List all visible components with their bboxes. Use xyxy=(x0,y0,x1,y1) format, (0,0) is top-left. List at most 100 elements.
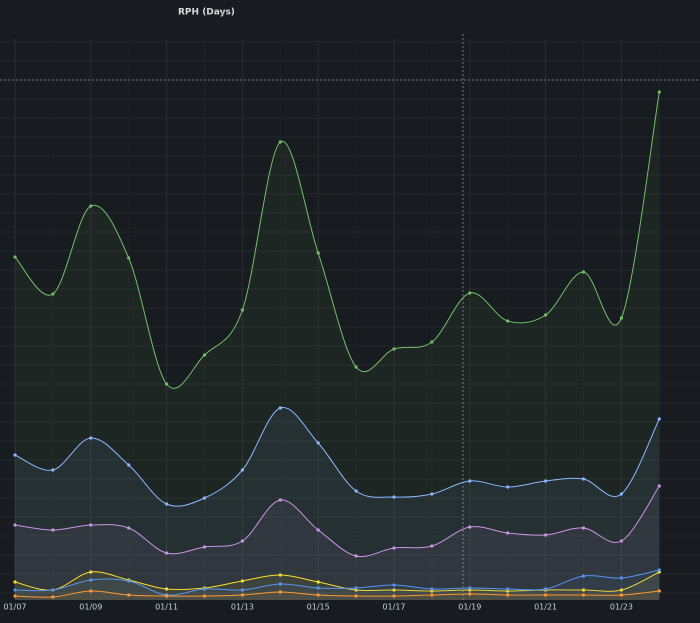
data-point xyxy=(89,523,93,527)
data-point xyxy=(89,204,93,208)
data-point xyxy=(89,570,93,574)
data-point xyxy=(165,382,169,386)
data-point xyxy=(468,586,472,590)
data-point xyxy=(506,531,510,535)
data-point xyxy=(392,588,396,592)
data-point xyxy=(430,340,434,344)
data-point xyxy=(581,574,586,578)
data-point xyxy=(392,495,396,499)
data-point xyxy=(392,583,396,587)
data-point xyxy=(127,593,131,597)
data-point xyxy=(430,492,434,496)
data-point xyxy=(202,594,207,598)
data-point xyxy=(13,588,17,592)
data-point xyxy=(278,582,282,586)
series-line xyxy=(14,485,660,558)
data-point xyxy=(657,484,661,488)
x-tick-label: 01/11 xyxy=(155,603,178,612)
series-area xyxy=(15,92,660,600)
data-point xyxy=(51,595,55,599)
data-point xyxy=(354,365,358,369)
data-point xyxy=(127,579,131,583)
data-point xyxy=(278,590,282,594)
data-point xyxy=(202,545,207,549)
data-point xyxy=(581,593,586,597)
x-tick-label: 01/13 xyxy=(231,603,254,612)
data-point xyxy=(468,525,472,529)
data-point xyxy=(506,593,510,597)
data-point xyxy=(430,593,434,597)
data-point xyxy=(240,593,244,597)
header: RPH (Days) xyxy=(178,8,235,18)
data-point xyxy=(240,579,244,583)
data-point xyxy=(127,526,131,530)
series-area xyxy=(15,486,660,600)
data-point xyxy=(316,580,320,584)
data-point xyxy=(657,417,661,421)
data-point xyxy=(468,592,472,596)
title-chevron[interactable] xyxy=(219,10,226,15)
data-point xyxy=(278,573,282,577)
data-point xyxy=(619,492,624,496)
data-point xyxy=(544,587,548,591)
x-tick-label: 01/21 xyxy=(534,603,557,612)
data-point xyxy=(51,588,55,592)
data-point xyxy=(13,255,17,259)
data-point xyxy=(619,576,624,580)
data-point xyxy=(13,594,17,598)
x-tick-label: 01/15 xyxy=(307,603,330,612)
data-point xyxy=(392,594,396,598)
data-point xyxy=(13,523,17,527)
data-point xyxy=(657,589,661,593)
data-point xyxy=(544,313,548,317)
data-point xyxy=(544,533,548,537)
x-tick-label: 01/19 xyxy=(458,603,481,612)
data-point xyxy=(202,587,207,591)
data-point xyxy=(13,453,17,457)
series-area xyxy=(15,571,660,600)
data-point xyxy=(544,593,548,597)
data-point xyxy=(354,594,358,598)
x-tick-label: 01/17 xyxy=(382,603,405,612)
data-point xyxy=(354,586,358,590)
series-area xyxy=(15,570,660,600)
x-tick-label: 01/23 xyxy=(610,603,633,612)
data-point xyxy=(51,468,55,472)
data-point xyxy=(619,316,624,320)
data-point xyxy=(544,479,548,483)
data-point xyxy=(240,468,244,472)
data-point xyxy=(657,568,661,572)
data-point xyxy=(316,441,320,445)
data-point xyxy=(127,256,131,260)
data-point xyxy=(240,539,244,543)
data-point xyxy=(278,406,282,410)
data-point xyxy=(430,544,434,548)
data-point xyxy=(506,587,510,591)
data-point xyxy=(51,528,55,532)
data-point xyxy=(240,308,244,312)
data-point xyxy=(89,578,93,582)
data-point xyxy=(316,593,320,597)
series-line xyxy=(14,569,660,596)
data-point xyxy=(13,580,17,584)
series-area xyxy=(15,407,660,600)
data-point xyxy=(165,502,169,506)
data-point xyxy=(354,554,358,558)
data-point xyxy=(468,479,472,483)
data-point xyxy=(165,587,169,591)
series-area xyxy=(15,590,660,600)
series-line xyxy=(14,590,660,598)
chart-title[interactable]: RPH (Days) xyxy=(178,8,235,18)
data-point xyxy=(392,347,396,351)
data-point xyxy=(581,526,586,530)
data-point xyxy=(165,551,169,555)
x-tick-label: 01/07 xyxy=(3,603,26,612)
data-point xyxy=(619,593,624,597)
data-point xyxy=(581,270,586,274)
data-point xyxy=(316,528,320,532)
data-point xyxy=(202,353,207,357)
data-point xyxy=(278,140,282,144)
data-point xyxy=(89,436,93,440)
